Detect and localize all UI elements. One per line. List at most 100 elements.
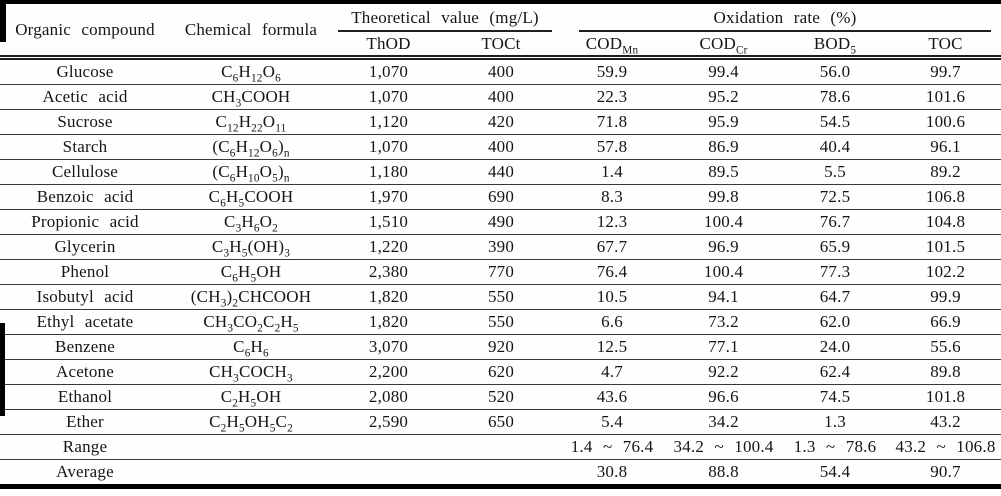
formula-cell: C12H22O11 (170, 109, 332, 135)
col-header-chemical-formula: Chemical formula (170, 2, 332, 60)
bod5-cell: 62.0 (780, 309, 891, 335)
cod-cr-cell: 100.4 (667, 259, 781, 285)
oxidation-rate-group-label: Oxidation rate (%) (579, 4, 992, 32)
col-header-toct: TOCt (445, 32, 558, 60)
cod-cr-cell: 34.2 (667, 409, 781, 435)
formula-cell (170, 460, 332, 487)
table-row: Glycerin C3H5(OH)3 1,220 390 67.7 96.9 6… (0, 234, 1001, 260)
toc-cell: 43.2 ~ 106.8 (890, 434, 1001, 460)
bod5-cell: 76.7 (780, 209, 891, 235)
cod-mn-cell: 6.6 (557, 309, 668, 335)
table-header: Organic compound Chemical formula Theore… (0, 2, 1001, 60)
header-row-sub: ThOD TOCt CODMn CODCr BOD5 TOC (0, 32, 1001, 60)
formula-cell: C2H5OH (170, 384, 332, 410)
toc-cell: 106.8 (890, 184, 1001, 210)
compound-cell: Phenol (0, 259, 170, 285)
formula-cell: CH3COOH (170, 84, 332, 110)
toc-cell: 89.8 (890, 359, 1001, 385)
thod-cell: 1,220 (332, 234, 445, 260)
cod-cr-cell: 95.9 (667, 109, 781, 135)
col-group-theoretical-value: Theoretical value (mg/L) (332, 2, 557, 32)
bod5-cell: 77.3 (780, 259, 891, 285)
thod-cell: 1,070 (332, 57, 445, 85)
toct-cell: 390 (445, 234, 558, 260)
table-row: Isobutyl acid (CH3)2CHCOOH 1,820 550 10.… (0, 284, 1001, 310)
table-row: Benzoic acid C6H5COOH 1,970 690 8.3 99.8… (0, 184, 1001, 210)
toct-cell: 520 (445, 384, 558, 410)
table-row: Ethanol C2H5OH 2,080 520 43.6 96.6 74.5 … (0, 384, 1001, 410)
cod-cr-cell: 95.2 (667, 84, 781, 110)
thod-cell: 1,820 (332, 309, 445, 335)
toc-cell: 99.7 (890, 57, 1001, 85)
cod-mn-cell: 30.8 (596, 462, 628, 481)
cod-mn-cell: 43.6 (557, 384, 668, 410)
table-row: Propionic acid C3H6O2 1,510 490 12.3 100… (0, 209, 1001, 235)
bod5-cell: 78.6 (780, 84, 891, 110)
toc-cell: 101.8 (890, 384, 1001, 410)
compound-cell: Acetic acid (0, 84, 170, 110)
scan-artifact-mid-left (0, 323, 5, 416)
formula-cell: C6H12O6 (170, 57, 332, 85)
table-row: Range 1.4 ~ 76.4 34.2 ~ 100.4 1.3 ~ 78.6… (0, 434, 1001, 460)
toct-cell (445, 434, 558, 460)
bod5-cell: 74.5 (780, 384, 891, 410)
theoretical-value-group-label: Theoretical value (mg/L) (338, 4, 553, 32)
bod5-cell: 40.4 (780, 134, 891, 160)
toct-cell (445, 460, 557, 487)
bod5-cell: 54.5 (780, 109, 891, 135)
thod-cell: 1,120 (332, 109, 445, 135)
toc-cell: 43.2 (890, 409, 1001, 435)
toct-cell: 620 (445, 359, 558, 385)
bod5-cell: 1.3 (780, 409, 891, 435)
cod-mn-cell: 10.5 (557, 284, 668, 310)
compound-cell: Sucrose (0, 109, 170, 135)
cod-mn-cell: 5.4 (557, 409, 668, 435)
formula-cell: C6H5COOH (170, 184, 332, 210)
thod-cell (332, 460, 445, 487)
toc-cell: 101.5 (890, 234, 1001, 260)
compound-cell: Starch (0, 134, 170, 160)
cod-mn-cell: 57.8 (557, 134, 668, 160)
cod-cr-cell: 96.9 (667, 234, 781, 260)
cod-mn-cell: 4.7 (557, 359, 668, 385)
formula-cell: C3H5(OH)3 (170, 234, 332, 260)
toc-cell: 89.2 (890, 159, 1001, 185)
compound-cell: Acetone (0, 359, 170, 385)
toc-cell: 99.9 (890, 284, 1001, 310)
table-row: Cellulose (C6H10O5)n 1,180 440 1.4 89.5 … (0, 159, 1001, 185)
bod5-cell: 62.4 (780, 359, 891, 385)
cod-cr-cell: 89.5 (667, 159, 781, 185)
bod5-cell: 72.5 (780, 184, 891, 210)
bod5-cell: 5.5 (780, 159, 891, 185)
col-header-toc: TOC (890, 32, 1001, 60)
formula-cell: CH3CO2C2H5 (170, 309, 332, 335)
thod-cell: 1,510 (332, 209, 445, 235)
compound-cell: Glycerin (0, 234, 170, 260)
thod-cell: 1,820 (332, 284, 445, 310)
compound-cell: Ethanol (0, 384, 170, 410)
cod-cr-cell: 88.8 (708, 462, 739, 481)
toct-cell: 770 (445, 259, 558, 285)
compound-cell: Benzene (0, 334, 170, 360)
toct-cell: 920 (445, 334, 558, 360)
cod-cr-cell: 100.4 (667, 209, 781, 235)
cod-mn-cell: 59.9 (557, 57, 668, 85)
compound-cell: Propionic acid (0, 209, 170, 235)
thod-cell (332, 434, 445, 460)
scan-artifact-top-left (0, 0, 6, 42)
cod-mn-cell: 1.4 (557, 159, 668, 185)
formula-cell: C2H5OH5C2 (170, 409, 332, 435)
table-row: Benzene C6H6 3,070 920 12.5 77.1 24.0 55… (0, 334, 1001, 360)
table-row: Average 30.8 88.8 54.4 90.7 (0, 460, 1001, 487)
formula-cell (170, 434, 332, 460)
toct-cell: 490 (445, 209, 558, 235)
cod-cr-cell: 96.6 (667, 384, 781, 410)
cod-mn-cell: 12.5 (557, 334, 668, 360)
toct-cell: 550 (445, 309, 558, 335)
table-row: Starch (C6H12O6)n 1,070 400 57.8 86.9 40… (0, 134, 1001, 160)
thod-cell: 3,070 (332, 334, 445, 360)
toc-cell: 104.8 (890, 209, 1001, 235)
cod-mn-cell: 8.3 (557, 184, 668, 210)
